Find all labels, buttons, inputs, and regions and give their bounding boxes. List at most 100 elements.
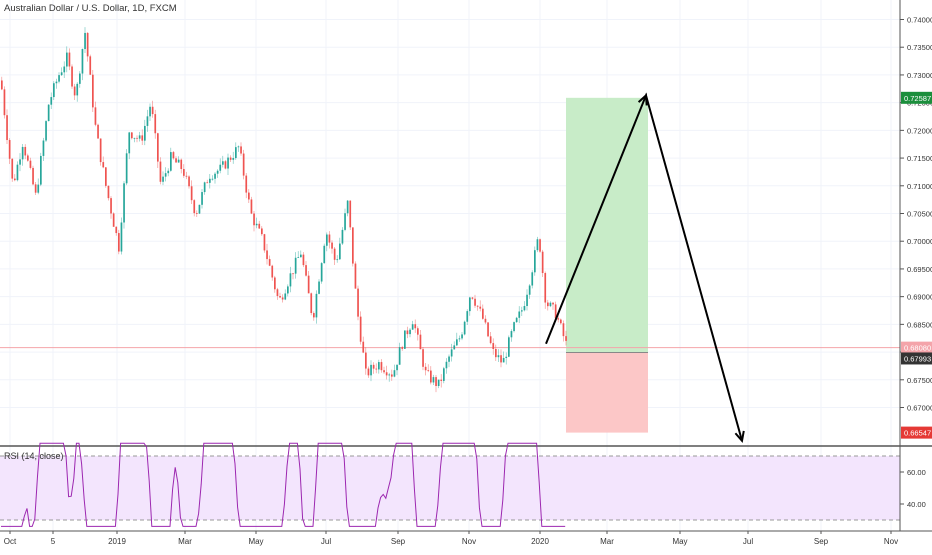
- candle-body: [229, 157, 232, 160]
- candle-body: [164, 173, 167, 177]
- candle-body: [123, 183, 125, 223]
- candle-body: [136, 137, 138, 139]
- candle-body: [203, 182, 206, 193]
- candle-body: [414, 324, 417, 329]
- projection-arrowhead-down: [734, 430, 745, 443]
- candle-body: [482, 308, 484, 319]
- candle-body: [37, 184, 40, 193]
- candle-body: [479, 306, 482, 309]
- candle-body: [71, 66, 73, 87]
- candle-body: [120, 222, 123, 252]
- candle-body: [502, 357, 505, 363]
- candle-body: [362, 341, 365, 353]
- candle-body: [354, 263, 357, 289]
- candle-body: [154, 114, 157, 134]
- candle-body: [47, 104, 50, 122]
- candle-body: [419, 334, 422, 350]
- candle-body: [352, 227, 354, 264]
- candle-body: [206, 182, 209, 184]
- candle-body: [146, 116, 149, 126]
- rsi-tick-label: 40.00: [907, 500, 926, 509]
- candle-body: [445, 361, 448, 369]
- candle-body: [310, 293, 313, 314]
- long-loss-zone[interactable]: [566, 352, 648, 433]
- candle-body: [307, 275, 310, 294]
- candle-body: [448, 356, 450, 362]
- x-tick-label: Oct: [4, 537, 17, 546]
- candle-body: [232, 158, 235, 160]
- candle-body: [315, 293, 318, 318]
- candle-body: [341, 229, 344, 244]
- candle-body: [383, 370, 385, 373]
- candle-body: [279, 296, 281, 298]
- y-tick-label: 0.73000: [907, 71, 932, 80]
- candle-body: [19, 159, 21, 165]
- candle-body: [471, 297, 474, 299]
- x-tick-label: Mar: [600, 537, 614, 546]
- y-tick-label: 0.72000: [907, 126, 932, 135]
- candle-body: [32, 167, 34, 185]
- y-tick-label: 0.74000: [907, 16, 932, 25]
- projection-arrowhead-up: [637, 93, 648, 106]
- candle-body: [515, 317, 518, 323]
- candle-body: [344, 213, 346, 230]
- candle-body: [333, 248, 336, 260]
- rsi-indicator-label: RSI (14, close): [4, 451, 64, 461]
- candle-body: [411, 324, 414, 330]
- candle-body: [219, 164, 222, 171]
- candle-body: [131, 132, 133, 139]
- candle-body: [235, 147, 237, 159]
- candle-body: [560, 319, 562, 324]
- candle-body: [552, 302, 554, 305]
- candle-body: [157, 133, 159, 162]
- candle-body: [242, 153, 245, 176]
- candle-body: [323, 245, 326, 264]
- candle-body: [528, 285, 531, 295]
- candle-body: [133, 137, 136, 139]
- x-tick-label: 5: [51, 537, 56, 546]
- candle-body: [456, 339, 458, 346]
- candle-body: [331, 242, 333, 249]
- candle-body: [510, 331, 513, 338]
- candle-body: [237, 146, 240, 148]
- candle-body: [469, 297, 471, 312]
- candle-body: [263, 234, 266, 251]
- candle-body: [3, 89, 6, 116]
- x-tick-label: Sep: [814, 537, 829, 546]
- candle-body: [367, 368, 370, 376]
- candle-body: [99, 138, 102, 163]
- candle-body: [274, 277, 276, 290]
- candle-body: [430, 370, 432, 383]
- rsi-line: [1, 442, 566, 527]
- candle-body: [339, 243, 341, 260]
- candle-body: [209, 178, 211, 183]
- candle-body: [476, 305, 479, 307]
- candle-body: [27, 155, 29, 161]
- candle-body: [177, 159, 180, 163]
- rsi-band: [0, 456, 900, 520]
- candle-body: [518, 311, 521, 318]
- candle-body: [180, 159, 183, 170]
- candle-body: [53, 83, 55, 98]
- candle-body: [289, 273, 292, 287]
- candle-body: [34, 184, 37, 193]
- candle-body: [105, 167, 107, 186]
- candle-body: [198, 204, 201, 214]
- candle-body: [534, 250, 536, 273]
- candle-body: [268, 259, 271, 266]
- candle-body: [81, 49, 84, 74]
- candle-body: [107, 185, 110, 199]
- candle-body: [450, 349, 453, 357]
- candle-body: [255, 223, 258, 226]
- candle-body: [388, 374, 391, 376]
- last-price-tag-text: 0.68080: [904, 344, 931, 353]
- candle-body: [24, 146, 27, 156]
- candle-body: [443, 368, 445, 381]
- entry-price-tag: [901, 352, 932, 365]
- candle-body: [536, 239, 539, 251]
- long-profit-zone[interactable]: [566, 97, 648, 353]
- candle-body: [349, 200, 352, 228]
- candle-body: [79, 73, 81, 84]
